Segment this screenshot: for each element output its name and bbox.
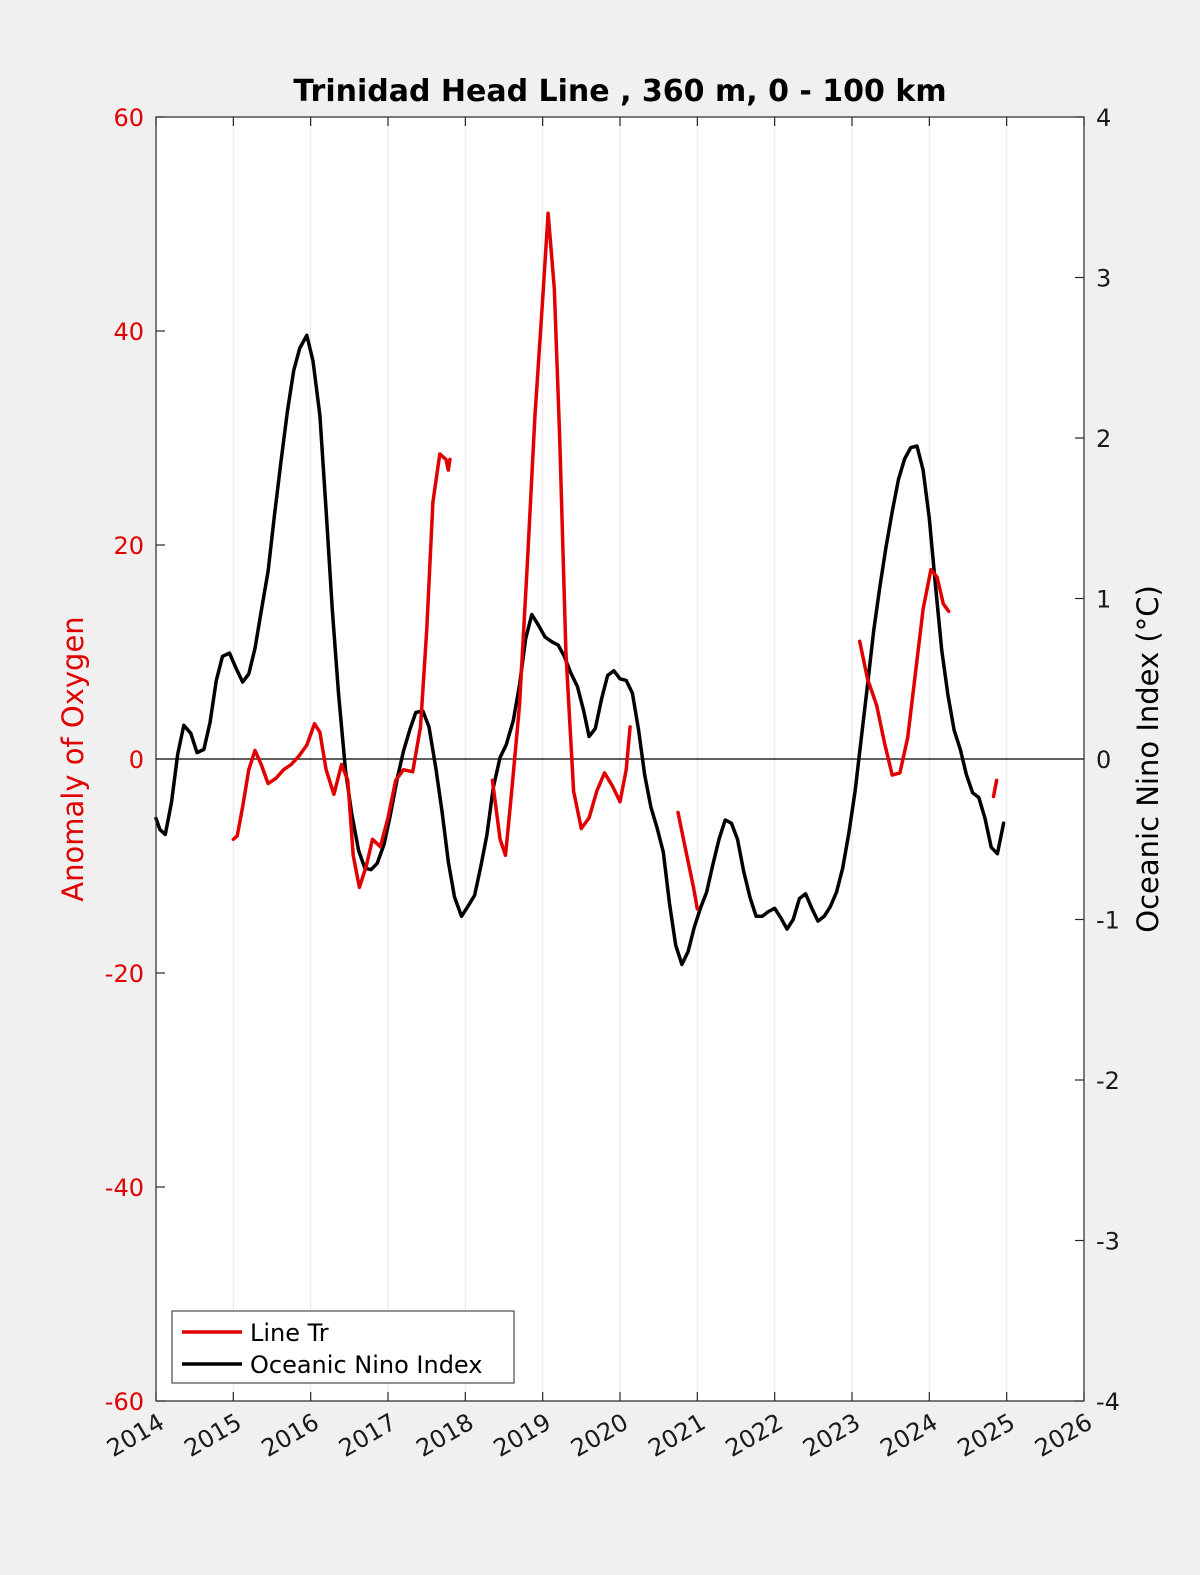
- y-right-tick-label: -2: [1096, 1067, 1120, 1095]
- y-right-tick-label: -3: [1096, 1228, 1120, 1256]
- line-tr-segment-1: [231, 452, 452, 890]
- line-tr-segment-3: [676, 810, 700, 911]
- y-axis-label-left: Anomaly of Oxygen: [56, 616, 90, 901]
- y-right-tick-label: 0: [1096, 746, 1111, 774]
- y-axis-label-right: Oceanic Nino Index (°C): [1131, 585, 1165, 933]
- line-tr-segment-2: [490, 211, 632, 858]
- y-left-tick-label: 0: [129, 746, 144, 774]
- y-right-tick-label: 2: [1096, 425, 1111, 453]
- line-tr-segment-5: [991, 778, 999, 799]
- y-left-tick-label: 40: [113, 318, 144, 346]
- y-left-tick-label: 60: [113, 104, 144, 132]
- oni-line-segment-1: [154, 333, 1006, 967]
- oni-series-layer: [154, 333, 1006, 967]
- y-right-tick-label: -1: [1096, 907, 1120, 935]
- y-left-tick-label: -60: [105, 1388, 144, 1416]
- line-tr-series-layer: [231, 211, 999, 911]
- line-tr-segment-4: [857, 567, 951, 777]
- y-left-tick-label: -20: [105, 960, 144, 988]
- y-left-tick-label: 20: [113, 532, 144, 560]
- legend-box: [171, 1310, 515, 1384]
- legend: Line Tr Oceanic Nino Index: [171, 1310, 515, 1384]
- legend-label-oni: Oceanic Nino Index: [250, 1351, 482, 1379]
- y-right-tick-label: -4: [1096, 1388, 1120, 1416]
- y-right-tick-label: 1: [1096, 586, 1111, 614]
- y-left-tick-label: -40: [105, 1174, 144, 1202]
- y-right-tick-label: 3: [1096, 265, 1111, 293]
- tick-layer: [155, 116, 1085, 1402]
- chart-title: Trinidad Head Line , 360 m, 0 - 100 km: [293, 74, 946, 109]
- y-right-tick-label: 4: [1096, 104, 1111, 132]
- legend-label-line-tr: Line Tr: [250, 1319, 329, 1347]
